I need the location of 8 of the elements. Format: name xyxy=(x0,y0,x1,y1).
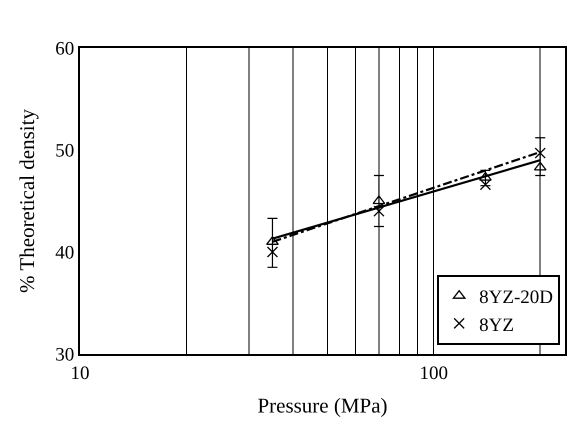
legend-label: 8YZ-20D xyxy=(479,287,554,308)
y-tick-label: 40 xyxy=(55,242,74,264)
x-axis-title: Pressure (MPa) xyxy=(257,394,388,418)
y-axis-title: % Theoretical density xyxy=(14,108,39,293)
y-tick-label: 50 xyxy=(55,140,74,162)
x-tick-label: 100 xyxy=(419,362,448,384)
y-tick-label: 60 xyxy=(55,38,74,60)
legend-label: 8YZ xyxy=(479,314,514,336)
